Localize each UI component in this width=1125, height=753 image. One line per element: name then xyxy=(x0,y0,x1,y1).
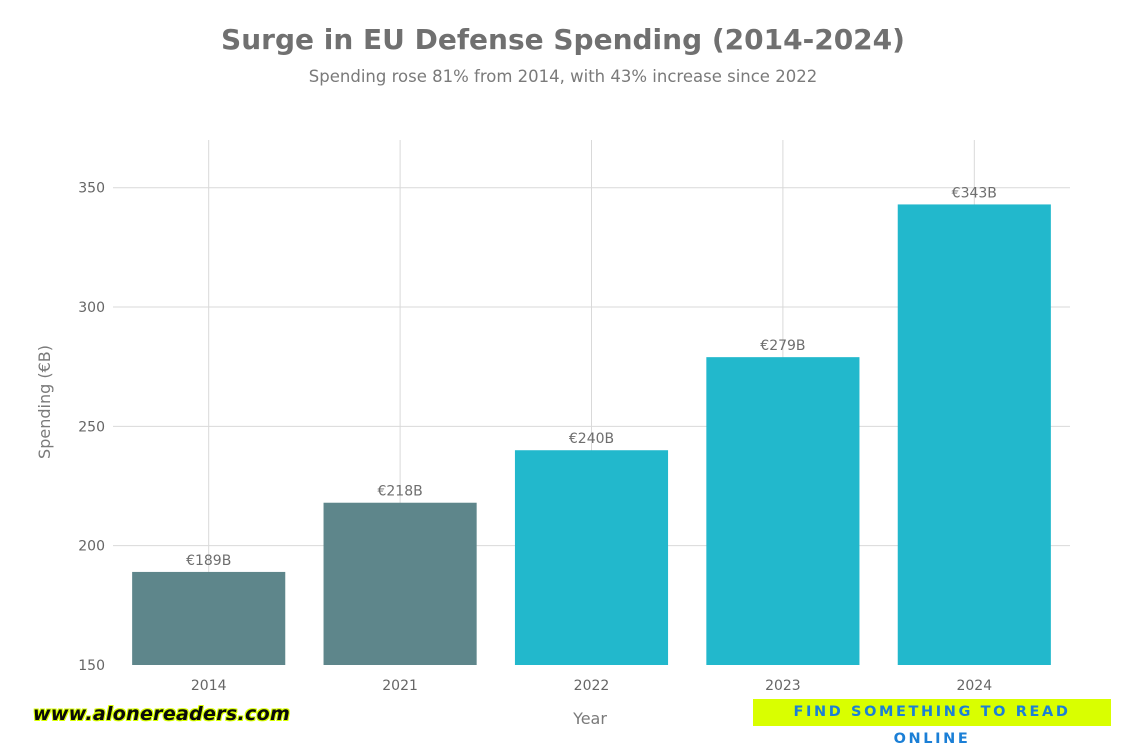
y-tick-label: 250 xyxy=(78,419,105,435)
site-watermark: www.alonereaders.com xyxy=(33,703,291,725)
x-tick-label: 2014 xyxy=(191,678,227,694)
y-tick-label: 150 xyxy=(78,658,105,674)
bar-2024 xyxy=(897,204,1051,665)
y-axis-ticks: 150 200 250 300 350 xyxy=(78,181,105,674)
data-label: €343B xyxy=(952,185,997,201)
data-label: €189B xyxy=(186,553,231,569)
data-label: €279B xyxy=(760,338,805,354)
x-tick-label: 2023 xyxy=(765,678,801,694)
chart-title: Surge in EU Defense Spending (2014-2024) xyxy=(221,23,905,56)
x-axis-ticks: 2014 2021 2022 2023 2024 xyxy=(191,678,992,694)
y-tick-label: 300 xyxy=(78,300,105,316)
y-tick-label: 200 xyxy=(78,539,105,555)
bar-2022 xyxy=(514,450,669,665)
data-labels: €189B €218B €240B €279B €343B xyxy=(186,185,997,569)
data-label: €240B xyxy=(569,431,614,447)
chart-subtitle: Spending rose 81% from 2014, with 43% in… xyxy=(309,67,817,86)
bars xyxy=(132,204,1051,665)
tagline-watermark: FIND SOMETHING TO READ ONLINE xyxy=(753,699,1111,747)
bar-2021 xyxy=(323,502,477,665)
bar-2014 xyxy=(132,571,286,665)
bar-2023 xyxy=(706,357,860,665)
x-tick-label: 2022 xyxy=(574,678,610,694)
x-tick-label: 2021 xyxy=(382,678,418,694)
data-label: €218B xyxy=(377,484,422,500)
y-tick-label: 350 xyxy=(78,181,105,197)
x-tick-label: 2024 xyxy=(956,678,992,694)
x-axis-title: Year xyxy=(572,709,607,728)
y-axis-title: Spending (€B) xyxy=(35,345,54,459)
